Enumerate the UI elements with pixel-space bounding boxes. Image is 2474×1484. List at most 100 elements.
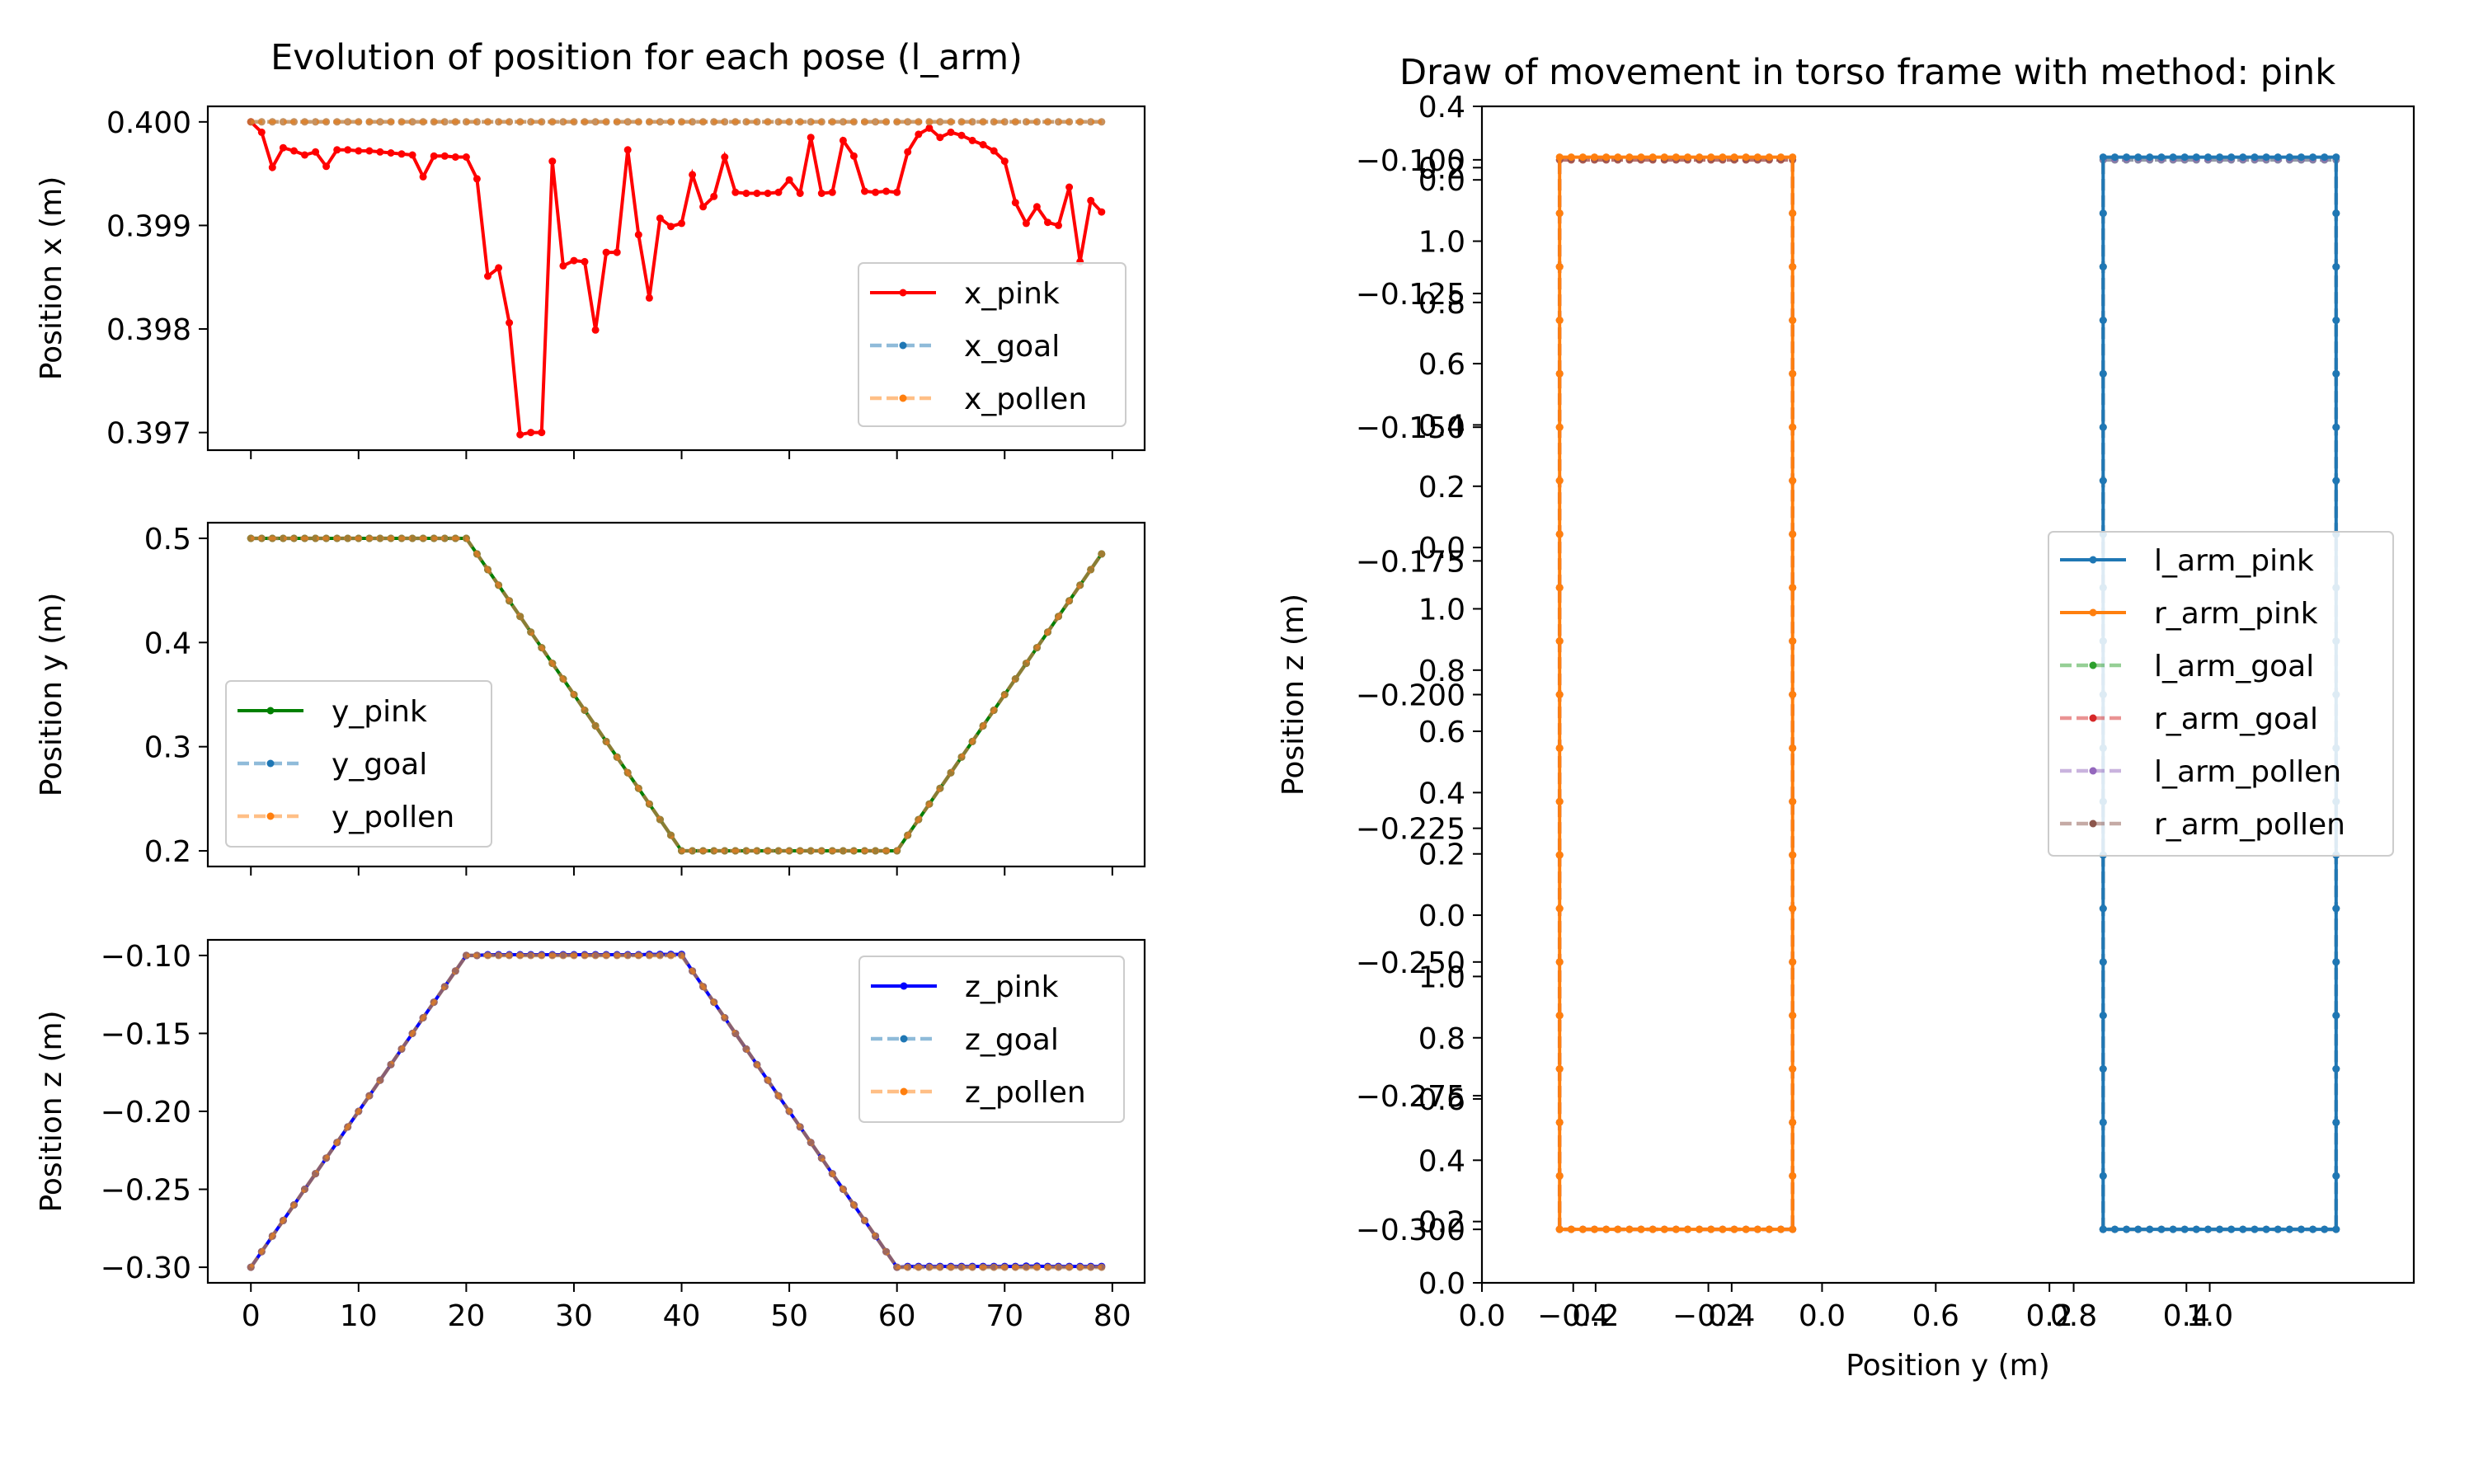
data-point-x_pollen <box>1076 118 1084 126</box>
data-point-z_pollen <box>495 951 503 960</box>
data-point-z_pollen <box>882 1247 891 1256</box>
overlay-y-tick-label: 0.2 <box>1418 471 1465 505</box>
data-point-z_pollen <box>570 951 578 960</box>
chart-position-z: 0 10 20 30 40 50 60 70 80 −0.30 −0.25 −0.20 −0.15 −0.… <box>35 938 1146 1333</box>
data-point-x_pollen <box>495 118 503 126</box>
series-z_pollen <box>247 951 1106 1271</box>
data-point-x_pollen <box>516 118 524 126</box>
data-point-y_pollen <box>548 660 557 668</box>
data-point-z_pollen <box>1022 1263 1030 1271</box>
data-point-y_pollen <box>279 534 287 542</box>
data-point-x_pollen <box>322 118 331 126</box>
data-point-r_arm_pink <box>1707 1225 1715 1233</box>
legend-marker-r_arm_pollen <box>2089 819 2097 828</box>
data-point-z_pollen <box>430 998 438 1007</box>
y-tick-label: 0.4 <box>144 627 191 660</box>
data-point-x_pink <box>322 162 331 171</box>
data-point-x_pollen <box>731 118 740 126</box>
data-point-y_pollen <box>333 534 341 542</box>
x-tick-label: 0.4 <box>1708 1299 1755 1333</box>
data-point-y_pollen <box>1022 660 1030 668</box>
data-point-y_pollen <box>882 847 891 855</box>
data-point-x_pink <box>785 176 793 184</box>
data-point-x_pollen <box>570 118 578 126</box>
data-point-r_arm_pink <box>1765 153 1773 162</box>
x-tick-label: 60 <box>878 1299 916 1333</box>
data-point-l_arm_pink <box>2285 153 2293 162</box>
data-point-x_pollen <box>548 118 557 126</box>
data-point-z_pollen <box>947 1263 955 1271</box>
overlay-y-tick-label: 0.2 <box>1418 838 1465 872</box>
data-point-x_pollen <box>387 118 395 126</box>
x-tick-label: 1.0 <box>2186 1299 2233 1333</box>
data-point-z_pollen <box>322 1154 331 1162</box>
data-point-r_arm_pink <box>1578 153 1587 162</box>
data-point-l_arm_pink <box>2239 1225 2247 1233</box>
data-point-x_pollen <box>419 118 427 126</box>
data-point-x_pollen <box>257 118 266 126</box>
data-point-x_pink <box>473 175 481 183</box>
overlay-y-tick-label: 0.0 <box>1418 532 1465 566</box>
data-point-r_arm_pink <box>1567 153 1575 162</box>
data-point-y_pollen <box>570 691 578 698</box>
data-point-x_pollen <box>925 118 934 126</box>
legend-label-r_arm_goal: r_arm_goal <box>2154 702 2318 736</box>
data-point-l_arm_pink <box>2332 1172 2340 1180</box>
data-point-z_pollen <box>376 1076 384 1084</box>
data-point-x_pollen <box>947 118 955 126</box>
data-point-y_pollen <box>268 534 276 542</box>
data-point-z_pollen <box>581 951 589 960</box>
legend-marker-l_arm_pink <box>2089 556 2097 564</box>
legend-marker-x_goal <box>899 341 907 350</box>
data-point-x_pollen <box>333 118 341 126</box>
data-point-r_arm_pink <box>1555 209 1564 218</box>
overlay-y-tick-label: 0.6 <box>1418 348 1465 382</box>
data-point-r_arm_pink <box>1696 153 1704 162</box>
data-point-x_pollen <box>656 118 664 126</box>
data-point-r_arm_pink <box>1578 1225 1587 1233</box>
overlay-y-tick-label: 0.4 <box>1418 409 1465 443</box>
data-point-y_pollen <box>807 847 815 855</box>
data-point-l_arm_pink <box>2192 153 2200 162</box>
x-tick-label: 50 <box>770 1299 808 1333</box>
data-point-y_pollen <box>947 768 955 777</box>
data-point-x_pollen <box>753 118 761 126</box>
data-point-l_arm_pink <box>2157 153 2166 162</box>
data-point-x_pollen <box>1055 118 1062 126</box>
data-point-r_arm_pink <box>1789 1118 1797 1126</box>
data-point-z_pollen <box>613 951 621 960</box>
data-point-r_arm_pink <box>1789 153 1797 162</box>
data-point-l_arm_pink <box>2332 317 2340 324</box>
data-point-y_pollen <box>634 784 642 792</box>
data-point-x_pollen <box>581 118 589 126</box>
data-point-y_pollen <box>301 534 308 542</box>
data-point-l_arm_pink <box>2099 1172 2107 1180</box>
data-point-r_arm_pink <box>1730 153 1738 162</box>
data-point-l_arm_pink <box>2332 369 2340 378</box>
data-point-y_pollen <box>581 707 589 714</box>
y-tick-label: 0.397 <box>106 417 191 451</box>
data-point-x_pollen <box>882 118 891 126</box>
legend-marker-r_arm_goal <box>2089 714 2097 722</box>
data-point-x_pollen <box>893 118 901 126</box>
data-point-l_arm_pink <box>2332 958 2340 966</box>
x-tick-label: 0.2 <box>2026 1299 2073 1333</box>
data-point-l_arm_pink <box>2285 1225 2293 1233</box>
data-point-y_pollen <box>312 534 320 542</box>
data-point-l_arm_pink <box>2111 1225 2119 1233</box>
data-point-l_arm_pink <box>2332 423 2340 431</box>
data-point-z_pollen <box>1076 1263 1084 1271</box>
data-point-z_pollen <box>634 951 642 960</box>
data-point-r_arm_pink <box>1637 1225 1645 1233</box>
legend-label-z_goal: z_goal <box>965 1023 1059 1057</box>
y-axis-label: Position z (m) <box>1277 594 1310 796</box>
data-point-x_pollen <box>828 118 836 126</box>
data-point-x_pink <box>1098 208 1106 216</box>
legend-marker-y_goal <box>266 759 275 768</box>
legend-marker-x_pollen <box>899 394 907 402</box>
data-point-y_pollen <box>774 847 783 855</box>
data-point-y_pollen <box>419 534 427 542</box>
data-point-y_pollen <box>473 550 481 558</box>
data-point-x_pink <box>1055 221 1062 229</box>
data-point-r_arm_pink <box>1789 637 1797 646</box>
